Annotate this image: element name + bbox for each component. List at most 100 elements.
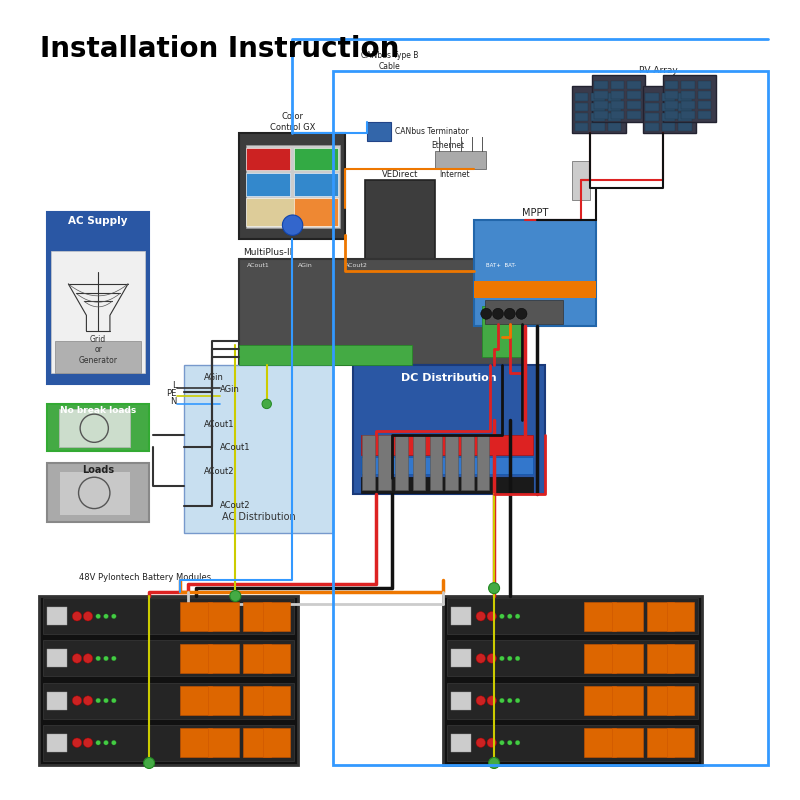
Bar xyxy=(208,728,239,757)
Bar xyxy=(447,725,698,761)
Bar xyxy=(181,686,212,715)
Bar xyxy=(246,198,338,226)
Circle shape xyxy=(515,614,520,618)
Circle shape xyxy=(493,308,503,319)
Bar xyxy=(51,251,146,373)
Bar xyxy=(573,86,626,134)
Bar xyxy=(181,644,212,673)
Bar xyxy=(474,281,596,298)
Circle shape xyxy=(516,308,527,319)
Bar xyxy=(647,602,674,630)
Bar xyxy=(682,111,694,119)
Bar xyxy=(647,686,674,715)
Circle shape xyxy=(515,656,520,661)
Text: AC Supply: AC Supply xyxy=(69,216,128,226)
Text: ACout2: ACout2 xyxy=(345,262,368,268)
Bar xyxy=(594,81,608,89)
Circle shape xyxy=(72,654,82,663)
Bar xyxy=(246,174,290,196)
Text: AGin: AGin xyxy=(204,373,224,382)
Bar xyxy=(243,644,270,673)
Circle shape xyxy=(507,740,512,745)
Bar xyxy=(353,365,545,494)
Circle shape xyxy=(499,656,504,661)
Circle shape xyxy=(144,758,154,769)
Bar xyxy=(678,123,692,131)
Text: Color
Control GX: Color Control GX xyxy=(270,113,315,132)
Circle shape xyxy=(515,698,520,703)
Bar xyxy=(646,123,658,131)
Bar xyxy=(361,435,534,455)
Bar xyxy=(646,113,658,121)
Text: Ethernet: Ethernet xyxy=(431,141,465,150)
Bar xyxy=(47,462,149,522)
Bar xyxy=(678,113,692,121)
Bar xyxy=(591,113,605,121)
Text: ACout2: ACout2 xyxy=(204,466,234,476)
Bar xyxy=(208,602,239,630)
Bar xyxy=(611,111,624,119)
Bar xyxy=(646,103,658,110)
Circle shape xyxy=(104,614,108,618)
Bar xyxy=(662,123,675,131)
Bar xyxy=(627,91,641,99)
Bar xyxy=(611,91,624,99)
Bar xyxy=(575,113,588,121)
Bar xyxy=(239,345,412,365)
Bar xyxy=(43,641,294,676)
Bar xyxy=(477,435,490,490)
Bar xyxy=(367,122,390,142)
Text: ACout1: ACout1 xyxy=(204,419,234,429)
Bar xyxy=(584,686,616,715)
Circle shape xyxy=(83,738,93,747)
Bar xyxy=(611,102,624,109)
Bar xyxy=(591,103,605,110)
Bar xyxy=(47,650,67,667)
Bar xyxy=(647,644,674,673)
Bar xyxy=(643,86,696,134)
Bar xyxy=(239,134,345,239)
Text: MultiPlus-II: MultiPlus-II xyxy=(243,248,293,258)
Circle shape xyxy=(507,656,512,661)
Bar xyxy=(698,81,711,89)
Bar xyxy=(575,93,588,101)
Bar xyxy=(612,686,643,715)
Text: AGin: AGin xyxy=(220,386,239,394)
Circle shape xyxy=(515,740,520,745)
Bar xyxy=(43,725,294,761)
Circle shape xyxy=(487,654,497,663)
Bar xyxy=(665,102,678,109)
Bar xyxy=(47,212,149,384)
Bar xyxy=(627,81,641,89)
Bar xyxy=(262,686,290,715)
Bar xyxy=(666,602,694,630)
Bar xyxy=(294,174,338,196)
Circle shape xyxy=(111,656,116,661)
Text: VEDirect: VEDirect xyxy=(382,170,418,179)
Text: AC Distribution: AC Distribution xyxy=(222,511,296,522)
Bar xyxy=(665,111,678,119)
Bar xyxy=(451,607,470,626)
Bar xyxy=(243,728,270,757)
Bar xyxy=(662,113,675,121)
Circle shape xyxy=(504,308,515,319)
Bar xyxy=(612,602,643,630)
Bar xyxy=(208,686,239,715)
Text: 48V Pylontech Battery Modules: 48V Pylontech Battery Modules xyxy=(79,573,211,582)
Bar xyxy=(246,147,290,170)
Text: ACout2: ACout2 xyxy=(220,502,250,510)
Bar xyxy=(573,161,590,200)
Circle shape xyxy=(83,654,93,663)
Bar xyxy=(575,103,588,110)
Bar xyxy=(181,602,212,630)
Bar xyxy=(430,435,442,490)
Bar xyxy=(413,435,425,490)
Circle shape xyxy=(487,611,497,621)
Bar xyxy=(55,341,142,373)
Bar xyxy=(608,123,621,131)
Bar xyxy=(627,111,641,119)
Bar xyxy=(608,93,621,101)
Bar xyxy=(461,435,474,490)
Text: L: L xyxy=(172,382,177,390)
Bar xyxy=(594,111,608,119)
